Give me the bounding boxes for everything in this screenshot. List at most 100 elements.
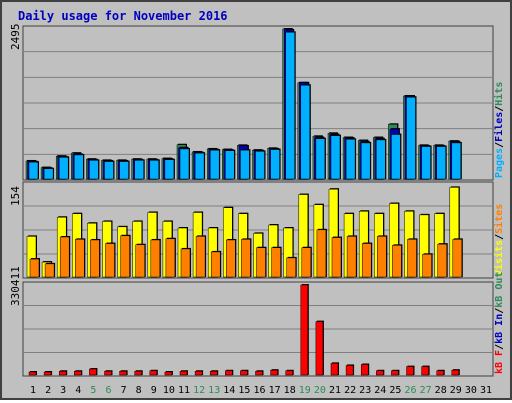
pages-bar	[391, 134, 401, 180]
day-label: 2	[45, 385, 51, 396]
pages-bar	[89, 160, 99, 180]
day-label: 3	[60, 385, 66, 396]
sites-bar	[241, 239, 251, 278]
kbf-bar	[345, 365, 354, 376]
panel-legend: Pages/Files/Hits	[493, 82, 505, 178]
day-label: 11	[178, 385, 190, 396]
panel-legend: kB F/kB In/kB Out	[494, 272, 505, 374]
day-label: 6	[105, 385, 111, 396]
day-label: 14	[223, 385, 235, 396]
pages-bar	[74, 154, 84, 180]
kbf-bar	[285, 370, 293, 376]
sites-bar	[59, 236, 70, 278]
kbf-bar	[330, 363, 339, 376]
pages-bar	[104, 161, 114, 180]
sites-bar	[135, 244, 145, 278]
kbf-bar	[360, 364, 369, 376]
kbf-bar	[315, 321, 324, 376]
day-label: 26	[404, 385, 416, 396]
pages-bar	[255, 151, 265, 180]
day-label: 1	[30, 385, 36, 396]
legend-entry: kB Out	[494, 272, 505, 308]
pages-bar	[330, 135, 341, 180]
day-label: 4	[75, 385, 81, 396]
kbf-bar	[28, 371, 37, 376]
kbf-bar	[451, 369, 460, 376]
pages-bar	[270, 149, 280, 180]
kbf-bar	[179, 371, 188, 376]
panel-legend: Visits/Sites	[493, 204, 505, 276]
pages-bar	[28, 161, 39, 180]
day-label: 28	[435, 385, 447, 396]
sites-bar	[120, 235, 130, 278]
pages-bar	[179, 148, 190, 180]
pages-bar	[451, 142, 462, 180]
sites-bar	[316, 229, 327, 278]
day-label: 20	[314, 385, 326, 396]
kbf-bar	[43, 371, 52, 376]
pages-bar	[43, 168, 54, 180]
y-max-label: 330411	[9, 266, 22, 306]
sites-bar	[180, 248, 191, 278]
kbf-bar	[255, 371, 263, 376]
kbf-bar	[225, 370, 233, 376]
legend-entry: /	[494, 308, 505, 314]
day-label: 21	[329, 385, 341, 396]
sites-bar	[210, 251, 221, 278]
sites-bar	[150, 239, 161, 278]
day-label: 12	[193, 385, 205, 396]
chart-title: Daily usage for November 2016	[18, 9, 228, 23]
legend-entry: /	[494, 234, 505, 240]
day-label: 10	[163, 385, 175, 396]
chart-panels: 2495 Pages/Files/Hits 154Visits/Sites33041…	[9, 24, 505, 377]
daily-usage-chart: Daily usage for November 2016 2495Pages/…	[9, 9, 505, 396]
pages-bar	[119, 161, 129, 180]
pages-bar	[225, 150, 235, 180]
legend-entry: kB F	[494, 350, 505, 374]
kbf-bar	[134, 371, 142, 376]
legend-entry: /	[494, 344, 505, 350]
kbf-bar	[74, 371, 82, 376]
day-axis-labels: 1 2 3 4 5 6 7 8 9 10 11 12 13 14 15 16 17 18 19 20 21 22 23 24 2…	[30, 385, 492, 396]
kbf-bar	[119, 371, 127, 376]
sites-bar	[301, 247, 312, 278]
pages-bar	[149, 160, 160, 180]
sites-bar	[256, 247, 266, 278]
day-label: 9	[151, 385, 157, 396]
sites-bar	[165, 238, 176, 278]
day-label: 29	[450, 385, 462, 396]
pages-bar	[285, 32, 295, 180]
sites-bar	[407, 239, 417, 278]
day-label: 22	[344, 385, 356, 396]
day-label: 27	[420, 385, 432, 396]
pages-bar	[360, 142, 371, 180]
day-label: 25	[389, 385, 401, 396]
pages-bar	[345, 139, 356, 180]
panel-visits_sites: 154 Visits/Sites	[9, 181, 505, 279]
legend-entry: Hits	[493, 82, 505, 106]
day-label: 15	[238, 385, 250, 396]
sites-bar	[75, 239, 85, 278]
pages-bar	[194, 152, 205, 180]
pages-bar	[300, 84, 311, 180]
sites-bar	[105, 243, 115, 278]
kbf-bar	[421, 366, 429, 376]
kbf-bar	[104, 371, 112, 376]
kbf-bar	[376, 370, 384, 376]
day-label: 5	[90, 385, 96, 396]
pages-bar	[58, 157, 69, 180]
kbf-bar	[89, 368, 97, 376]
legend-entry: kB In	[494, 314, 505, 344]
day-label: 24	[374, 385, 386, 396]
y-max-label: 2495	[9, 24, 22, 51]
panel-pages_files_hits: 2495 Pages/Files/Hits	[9, 24, 505, 181]
pages-bar	[315, 138, 326, 180]
day-label: 23	[359, 385, 371, 396]
legend-entry: Pages	[494, 148, 505, 178]
sites-bar	[437, 243, 447, 278]
day-label: 13	[208, 385, 220, 396]
day-label: 31	[480, 385, 492, 396]
day-label: 17	[269, 385, 281, 396]
day-label: 19	[299, 385, 311, 396]
